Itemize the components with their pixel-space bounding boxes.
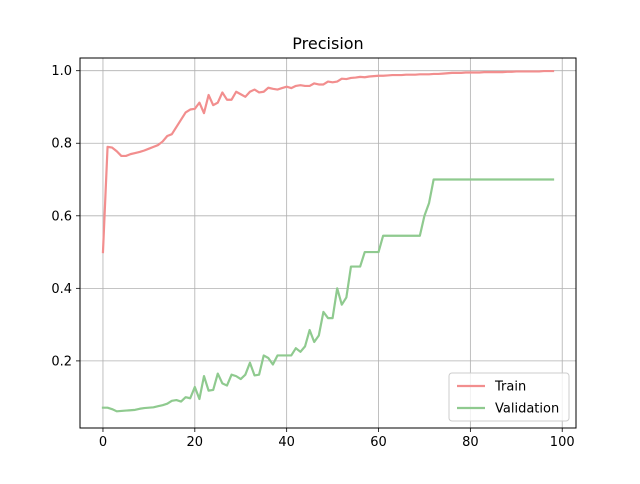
y-tick-label: 1.0: [51, 64, 72, 79]
y-tick-label: 0.6: [51, 209, 72, 224]
x-tick-label: 100: [550, 435, 575, 450]
axes-frame: [79, 57, 577, 429]
x-tick-label: 40: [278, 435, 295, 450]
x-tick-label: 0: [99, 435, 107, 450]
grid: [80, 58, 576, 428]
series-lines: [101, 69, 555, 413]
y-tick-label: 0.8: [51, 137, 72, 152]
chart-title: Precision: [292, 34, 363, 53]
legend-label-train: Train: [494, 380, 526, 395]
legend-label-validation: Validation: [495, 402, 559, 417]
ticks: 0 20 40 60 80 100 0.2 0.4 0.6 0.8 1.0: [51, 64, 574, 450]
y-tick-label: 0.4: [51, 282, 72, 297]
x-tick-label: 20: [187, 435, 204, 450]
series-line-validation: [101, 178, 555, 413]
x-tick-label: 60: [370, 435, 387, 450]
legend: Train Validation: [448, 372, 570, 422]
y-tick-label: 0.2: [51, 354, 72, 369]
x-tick-label: 80: [462, 435, 479, 450]
series-line-train: [101, 69, 555, 254]
